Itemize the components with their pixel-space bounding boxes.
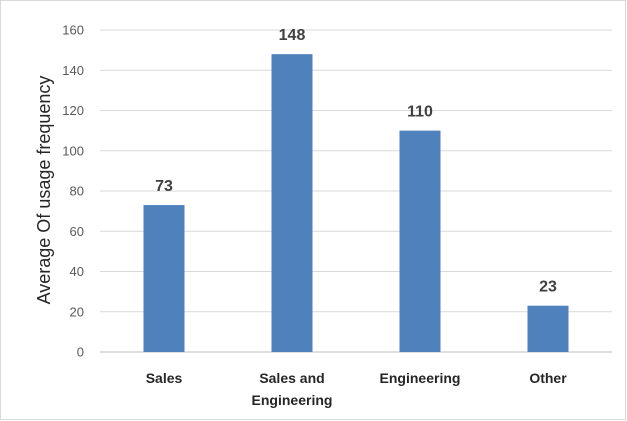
y-tick-label: 160: [62, 23, 84, 38]
data-labels: 73 148 110 23: [155, 27, 557, 296]
x-category-label-line: Other: [529, 370, 567, 386]
x-category-label-line: Sales: [146, 370, 183, 386]
bar: [399, 130, 441, 352]
x-category-label: Other: [529, 370, 567, 386]
bars: [143, 54, 569, 353]
x-category-label-line: Engineering: [252, 392, 333, 408]
data-label: 23: [539, 279, 557, 296]
y-tick-label: 40: [70, 264, 84, 279]
y-axis-ticks: 0 20 40 60 80 100 120 140 160: [62, 23, 84, 360]
y-tick-label: 0: [77, 345, 84, 360]
y-tick-label: 100: [62, 143, 84, 158]
x-axis-categories: Sales Sales and Engineering Engineering Othe…: [146, 370, 568, 408]
y-tick-label: 120: [62, 103, 84, 118]
x-category-label-line: Engineering: [380, 370, 461, 386]
x-category-label: Engineering: [380, 370, 461, 386]
data-label: 73: [155, 178, 173, 195]
y-tick-label: 80: [70, 184, 84, 199]
x-category-label: Sales and Engineering: [252, 370, 333, 408]
data-label: 110: [407, 104, 433, 121]
y-tick-label: 140: [62, 63, 84, 78]
bar: [143, 205, 185, 352]
y-tick-label: 60: [70, 224, 84, 239]
data-label: 148: [279, 27, 306, 44]
y-tick-label: 20: [70, 304, 84, 319]
gridlines: [100, 29, 612, 353]
bar: [271, 54, 313, 353]
x-category-label-line: Sales and: [259, 370, 324, 386]
y-axis-title: Average Of usage frequency: [34, 76, 54, 305]
x-category-label: Sales: [146, 370, 183, 386]
bar: [527, 305, 569, 352]
